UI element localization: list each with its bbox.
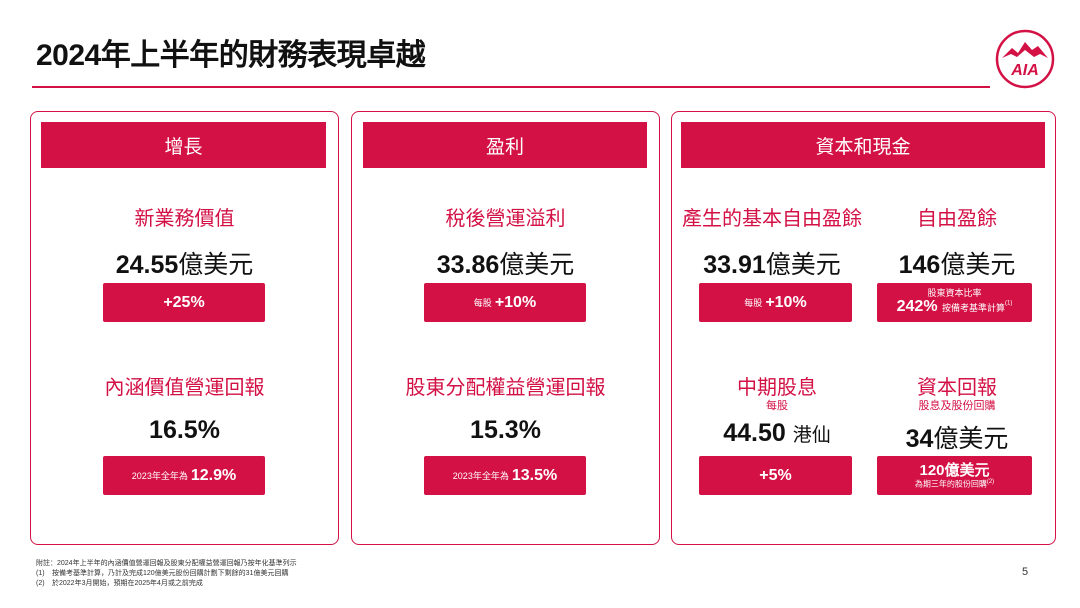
footnote-note: 附註：2024年上半年的內涵價值營運回報及股東分配權益營運回報乃按年化基準列示 — [36, 560, 297, 567]
capital-return-value: 34億美元 — [905, 425, 1009, 453]
interim-dividend-change-badge: +5% — [699, 456, 852, 495]
capital-panel: 資本和現金 產生的基本自由盈餘 33.91億美元 每股 +10% 中期股息 每股 … — [671, 111, 1056, 545]
capital-ratio-value: 242% — [896, 298, 938, 316]
interim-dividend-sublabel: 每股 — [766, 400, 788, 412]
roe-value: 15.3% — [470, 416, 541, 444]
opat-change-badge: 每股 +10% — [424, 283, 586, 322]
buyback-amount: 120億美元 — [919, 461, 990, 479]
interim-dividend-label: 中期股息 — [737, 377, 817, 399]
capital-return-sublabel: 股息及股份回購 — [918, 400, 996, 412]
roe-compare-badge: 2023年全年為 13.5% — [424, 456, 586, 495]
page-number: 5 — [1022, 566, 1029, 578]
vonb-change-badge: +25% — [103, 283, 265, 322]
capital-header: 資本和現金 — [681, 122, 1045, 168]
page-title: 2024年上半年的財務表現卓越 — [36, 39, 426, 72]
opat-value: 33.86億美元 — [436, 251, 575, 279]
growth-header: 增長 — [41, 122, 326, 168]
vonb-label: 新業務價值 — [134, 208, 235, 230]
roe-label: 股東分配權益營運回報 — [405, 377, 606, 399]
capital-ratio-caption: 股東資本比率 — [927, 288, 982, 299]
free-surplus-label: 自由盈餘 — [917, 208, 997, 230]
footnote-1: (1) 按備考基準計算，乃計及完成120億美元股份回購計劃下剩餘的31億美元回購 — [36, 570, 289, 577]
ufg-change-badge: 每股 +10% — [699, 283, 852, 322]
title-divider — [32, 86, 990, 88]
footnote-2: (2) 於2022年3月開始，預期在2025年4月或之前完成 — [36, 580, 203, 587]
ufg-label: 產生的基本自由盈餘 — [682, 208, 862, 230]
logo-text: AIA — [1010, 62, 1039, 79]
profitability-header: 盈利 — [363, 122, 647, 168]
share-buyback-badge: 120億美元 為期三年的股份回購(2) — [877, 456, 1032, 495]
ev-return-label: 內涵價值營運回報 — [104, 377, 265, 399]
vonb-value: 24.55億美元 — [115, 251, 254, 279]
interim-dividend-value: 44.50 港仙 — [723, 419, 831, 447]
ev-return-compare-badge: 2023年全年為 12.9% — [103, 456, 265, 495]
ufg-value: 33.91億美元 — [703, 251, 841, 279]
aia-logo: AIA — [995, 29, 1055, 89]
growth-panel: 增長 新業務價值 24.55億美元 +25% 內涵價值營運回報 16.5% 20… — [30, 111, 339, 545]
profitability-panel: 盈利 稅後營運溢利 33.86億美元 每股 +10% 股東分配權益營運回報 15.… — [351, 111, 660, 545]
capital-ratio-badge: 股東資本比率 242% 按備考基準計算(1) — [877, 283, 1032, 322]
ev-return-value: 16.5% — [149, 416, 220, 444]
opat-label: 稅後營運溢利 — [445, 208, 566, 230]
capital-return-label: 資本回報 — [917, 377, 997, 399]
free-surplus-value: 146億美元 — [898, 251, 1016, 279]
footnotes: 附註：2024年上半年的內涵價值營運回報及股東分配權益營運回報乃按年化基準列示 … — [36, 559, 297, 589]
